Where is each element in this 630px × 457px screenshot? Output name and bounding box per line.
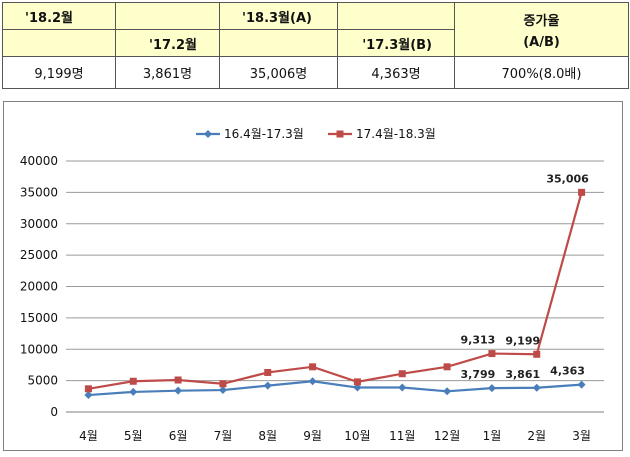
series-point bbox=[532, 383, 541, 392]
x-tick-label: 1월 bbox=[483, 429, 502, 443]
x-tick-label: 5월 bbox=[124, 429, 143, 443]
series-point bbox=[219, 380, 227, 388]
x-tick-label: 11월 bbox=[389, 429, 415, 443]
series-point bbox=[84, 385, 92, 393]
series-point bbox=[308, 377, 317, 386]
series-point bbox=[578, 188, 586, 196]
legend-label: 17.4월-18.3월 bbox=[356, 127, 436, 141]
value-growth: 700%(8.0배) bbox=[454, 56, 629, 89]
data-label: 4,363 bbox=[550, 365, 585, 378]
header-mar18: '18.3월(A) bbox=[219, 2, 338, 30]
legend-marker bbox=[336, 130, 344, 138]
chart-frame bbox=[3, 101, 623, 451]
header-growth-label: 증가율 bbox=[523, 13, 560, 29]
y-tick-label: 30000 bbox=[20, 217, 58, 231]
series-point bbox=[533, 350, 541, 358]
header-feb18: '18.2월 bbox=[2, 2, 116, 30]
series-point bbox=[264, 368, 272, 376]
y-tick-label: 25000 bbox=[20, 248, 58, 262]
series-point bbox=[353, 378, 361, 386]
x-tick-label: 8월 bbox=[258, 429, 277, 443]
y-tick-label: 10000 bbox=[20, 342, 58, 356]
data-label: 3,799 bbox=[461, 368, 496, 381]
header-blank-2 bbox=[219, 29, 338, 57]
series-point bbox=[84, 391, 93, 400]
series-point bbox=[174, 386, 183, 395]
data-label: 9,313 bbox=[461, 334, 496, 347]
header-mar18-blank bbox=[337, 2, 455, 30]
header-feb17: '17.2월 bbox=[115, 29, 220, 57]
header-growth: 증가율 (A/B) bbox=[454, 2, 629, 57]
y-tick-label: 20000 bbox=[20, 280, 58, 294]
x-tick-label: 10월 bbox=[344, 429, 370, 443]
y-tick-label: 0 bbox=[50, 405, 58, 419]
x-tick-label: 9월 bbox=[303, 429, 322, 443]
y-tick-label: 40000 bbox=[20, 154, 58, 168]
series-point bbox=[398, 383, 407, 392]
x-tick-label: 12월 bbox=[434, 429, 460, 443]
series-point bbox=[353, 383, 362, 392]
series-point bbox=[129, 377, 137, 385]
legend-label: 16.4월-17.3월 bbox=[224, 127, 304, 141]
series-point bbox=[309, 363, 317, 371]
series-point bbox=[443, 387, 452, 396]
summary-table: '18.2월 '18.3월(A) 증가율 (A/B) '17.2월 '17.3월… bbox=[2, 2, 629, 89]
x-tick-label: 4월 bbox=[79, 429, 98, 443]
data-label: 9,199 bbox=[505, 334, 540, 347]
data-label: 3,861 bbox=[505, 368, 540, 381]
y-tick-label: 35000 bbox=[20, 185, 58, 199]
value-mar18: 35,006명 bbox=[219, 56, 338, 89]
series-point bbox=[263, 381, 272, 390]
value-feb18: 9,199명 bbox=[2, 56, 116, 89]
y-tick-label: 5000 bbox=[27, 374, 58, 388]
series-line bbox=[88, 380, 582, 397]
series-point bbox=[577, 380, 586, 389]
series-point bbox=[488, 350, 496, 358]
series-point bbox=[398, 370, 406, 378]
series-point bbox=[129, 387, 138, 396]
legend-marker bbox=[204, 130, 212, 138]
series-point bbox=[443, 363, 451, 371]
series-point bbox=[218, 386, 227, 395]
value-feb17: 3,861명 bbox=[115, 56, 220, 89]
y-tick-label: 15000 bbox=[20, 311, 58, 325]
x-tick-label: 3월 bbox=[572, 429, 591, 443]
x-tick-label: 2월 bbox=[527, 429, 546, 443]
series-point bbox=[487, 384, 496, 393]
series-point bbox=[174, 376, 182, 384]
header-growth-sub: (A/B) bbox=[523, 34, 560, 50]
data-label: 35,006 bbox=[546, 172, 589, 185]
series-line bbox=[88, 192, 583, 390]
header-mar17: '17.3월(B) bbox=[337, 29, 455, 57]
value-mar17: 4,363명 bbox=[337, 56, 455, 89]
x-tick-label: 6월 bbox=[169, 429, 188, 443]
x-tick-label: 7월 bbox=[214, 429, 233, 443]
